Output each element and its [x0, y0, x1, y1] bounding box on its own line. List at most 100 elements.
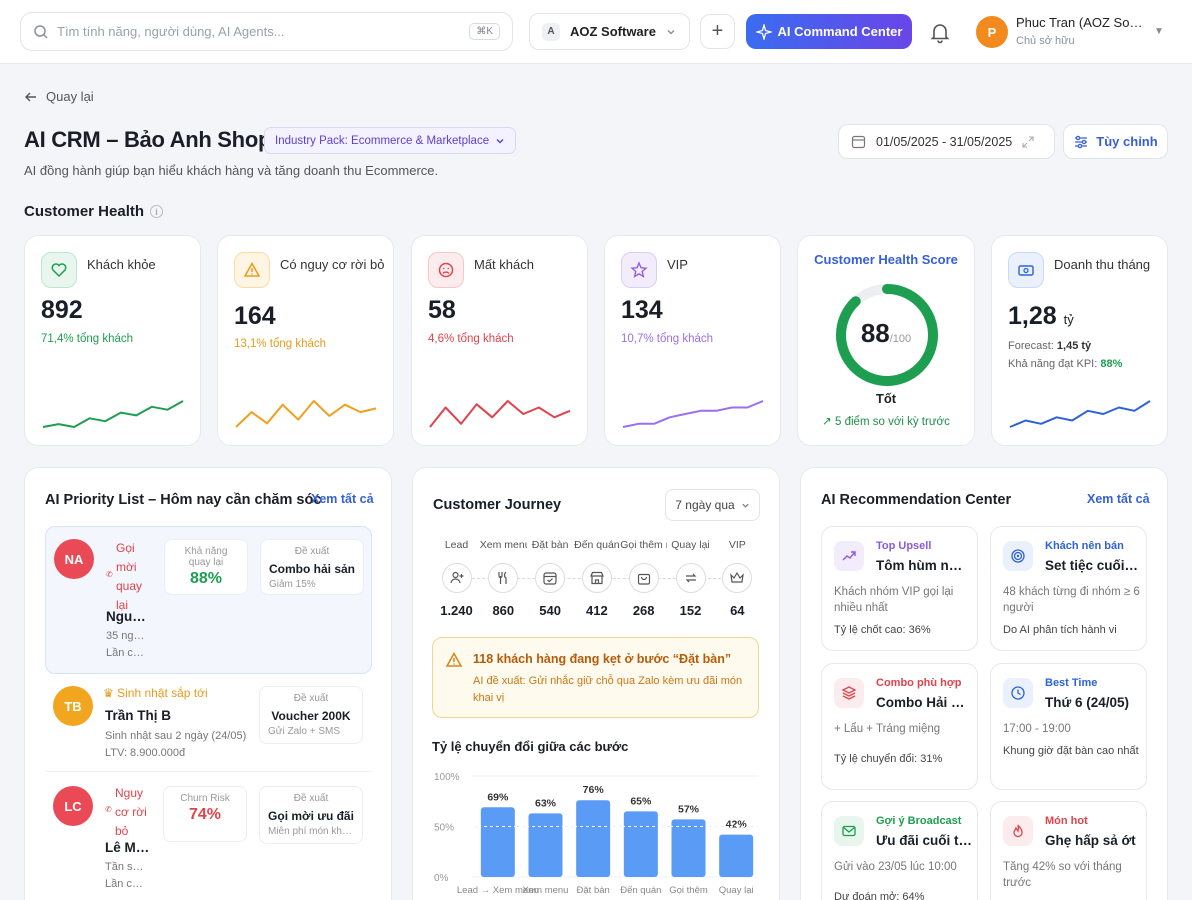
journey-step[interactable]: Quay lại 152: [667, 539, 714, 618]
phone-icon: ✆: [106, 570, 113, 579]
avatar: LC: [53, 786, 93, 826]
rec-name: Ghẹ hấp sả ớt: [1045, 833, 1136, 848]
conversion-bar: [719, 834, 754, 877]
industry-pack-label: Industry Pack: Ecommerce & Marketplace: [275, 134, 490, 147]
box-label: Đề xuất: [294, 546, 330, 557]
priority-see-all-link[interactable]: Xem tất cả: [311, 492, 374, 506]
recommendation-card[interactable]: Top Upsell Tôm hùm nướng Khách nhóm VIP gọ…: [821, 526, 978, 651]
rec-tag: Combo phù hợp: [876, 677, 962, 689]
rec-desc: Gửi vào 23/05 lúc 10:00: [834, 861, 957, 873]
ai-command-center-button[interactable]: AI Command Center: [746, 14, 912, 49]
customer-meta: LTV: 8.900.000đ: [105, 747, 186, 759]
org-switcher[interactable]: A AOZ Software: [529, 13, 690, 50]
health-score-arc: [836, 284, 938, 386]
customize-button[interactable]: Tùy chỉnh: [1063, 124, 1168, 159]
forecast-label: Forecast:: [1008, 340, 1054, 352]
priority-row-0[interactable]: NA ✆ Gọi mời quay lại Khả năng quay lại 8…: [45, 526, 372, 674]
priority-list-title: AI Priority List – Hôm nay cần chăm sóc: [45, 492, 322, 508]
date-range-picker[interactable]: 01/05/2025 - 31/05/2025: [838, 124, 1055, 159]
priority-row-1[interactable]: TB ♛ Sinh nhật sắp tới Trần Thị B Sinh n…: [45, 682, 372, 772]
kpi-card-vip[interactable]: VIP 134 10,7% tổng khách: [604, 235, 781, 446]
kpi-value: 134: [621, 296, 663, 324]
info-icon[interactable]: i: [150, 205, 164, 218]
kpi-percent: 4,6% tổng khách: [428, 333, 514, 345]
bell-icon[interactable]: [928, 20, 952, 44]
sparkline-path: [235, 400, 377, 428]
journey-step[interactable]: VIP 64: [714, 539, 761, 618]
priority-tag-text: Gọi mời quay lại: [116, 541, 143, 612]
recommendation-card[interactable]: Combo phù hợp Combo Hải sản + Lẩu + Tráng …: [821, 663, 978, 790]
org-badge: A: [542, 22, 560, 41]
step-label: Quay lại: [671, 539, 710, 551]
kpi-chance-value: 88%: [1100, 358, 1123, 370]
rec-desc: 17:00 - 19:00: [1003, 723, 1071, 735]
expand-icon: [1022, 135, 1034, 148]
step-value: 268: [632, 603, 655, 618]
journey-step[interactable]: Gọi thêm món 268: [620, 539, 667, 618]
step-value: 1.240: [440, 603, 473, 618]
recommendation-card[interactable]: Best Time Thứ 6 (24/05) 17:00 - 19:00 Khung…: [990, 663, 1147, 790]
user-name[interactable]: Phuc Tran (AOZ Software): [1016, 15, 1146, 30]
journey-step[interactable]: Đặt bàn 540: [527, 539, 574, 618]
box-value: Gọi mời ưu đãi: [268, 809, 354, 823]
avatar[interactable]: P: [976, 16, 1008, 48]
priority-row-2[interactable]: LC ✆ Nguy cơ rời bỏ Churn Risk 74% Đề xuấ…: [45, 782, 372, 900]
conversion-bar: [623, 811, 658, 877]
priority-tag-text: Sinh nhật sắp tới: [117, 686, 208, 700]
period-select[interactable]: 7 ngày qua: [665, 489, 760, 521]
kpi-card-healthy[interactable]: Khách khỏe 892 71,4% tổng khách: [24, 235, 201, 446]
shortcut-badge: ⌘K: [469, 23, 500, 40]
recommendation-card[interactable]: Món hot Ghẹ hấp sả ớt Tăng 42% so với thán…: [990, 801, 1147, 900]
step-label: Lead: [444, 539, 469, 551]
box-note: Miễn phí món khai vị: [268, 826, 354, 837]
industry-pack-dropdown[interactable]: Industry Pack: Ecommerce & Marketplace: [264, 127, 517, 154]
fork-knife-icon: [488, 563, 519, 593]
kpi-card-lost[interactable]: Mất khách 58 4,6% tổng khách: [411, 235, 588, 446]
alert-title: 118 khách hàng đang kẹt ở bước “Đặt bàn”: [473, 652, 732, 666]
priority-tag: ✆ Gọi mời quay lại: [104, 539, 154, 615]
rec-name: Set tiệc cuối tuần: [1045, 558, 1141, 573]
health-score-card[interactable]: Customer Health Score 88/100 Tốt ↗ 5 điể…: [797, 235, 975, 446]
kpi-percent: 13,1% tổng khách: [234, 338, 327, 350]
conversion-bar-chart: 100% 50% 0% 69% Lead → Xem menu 63% Xem menu 76…: [434, 772, 758, 896]
crown-icon: ♛: [103, 686, 118, 700]
alert-description: AI đề xuất: Gửi nhắc giữ chỗ qua Zalo kè…: [473, 675, 743, 704]
kpi-card-revenue[interactable]: Doanh thu tháng 1,28 tỷ Forecast: 1,45 t…: [991, 235, 1168, 446]
search-input[interactable]: Tìm tính năng, người dùng, AI Agents... …: [20, 12, 513, 51]
add-button[interactable]: +: [700, 14, 735, 49]
health-score-title: Customer Health Score: [814, 252, 958, 267]
sparkline-path: [1009, 400, 1151, 428]
suggestion-box: Đề xuất Gọi mời ưu đãi Miễn phí món khai…: [259, 786, 363, 844]
y-tick-label: 100%: [434, 772, 460, 783]
customer-meta: Sinh nhật sau 2 ngày (24/05): [105, 730, 247, 742]
step-label: Gọi thêm món: [620, 539, 667, 551]
chevron-down-icon[interactable]: ▼: [1154, 26, 1164, 37]
recommendation-see-all-link[interactable]: Xem tất cả: [1087, 492, 1150, 506]
recommendation-card[interactable]: Gợi ý Broadcast Ưu đãi cuối tuần Gửi vào 2…: [821, 801, 978, 900]
kpi-chance-label: Khả năng đạt KPI:: [1008, 358, 1098, 370]
journey-step[interactable]: Xem menu 860: [480, 539, 527, 618]
user-role: Chủ sở hữu: [1016, 35, 1075, 47]
rec-foot: Khung giờ đặt bàn cao nhất: [1003, 745, 1139, 757]
kpi-value: 58: [428, 296, 456, 324]
rec-tag: Khách nên bán: [1045, 540, 1124, 552]
avatar: TB: [53, 686, 93, 726]
bar-value-label: 69%: [487, 791, 509, 803]
box-label: Đề xuất: [293, 793, 329, 804]
kpi-card-at-risk[interactable]: Có nguy cơ rời bỏ 164 13,1% tổng khách: [217, 235, 394, 446]
customer-name: Lê Minh C: [105, 840, 151, 855]
recommendation-card[interactable]: Khách nên bán Set tiệc cuối tuần 48 khách …: [990, 526, 1147, 651]
conversion-bar: [528, 813, 563, 877]
chevron-down-icon: [496, 138, 504, 143]
phone-icon: ✆: [105, 805, 112, 814]
journey-step[interactable]: Lead 1.240: [433, 539, 480, 618]
back-link[interactable]: Quay lại: [24, 89, 94, 104]
user-plus-icon: [441, 563, 472, 593]
category-label: Đặt bàn: [577, 885, 610, 896]
journey-step[interactable]: Đến quán 412: [573, 539, 620, 618]
stuck-alert[interactable]: 118 khách hàng đang kẹt ở bước “Đặt bàn”…: [432, 637, 759, 718]
sad-face-icon: [428, 252, 464, 288]
revenue-unit: tỷ: [1063, 312, 1074, 327]
box-note: Giảm 15%: [269, 579, 316, 590]
rec-name: Combo Hải sản: [876, 695, 972, 710]
